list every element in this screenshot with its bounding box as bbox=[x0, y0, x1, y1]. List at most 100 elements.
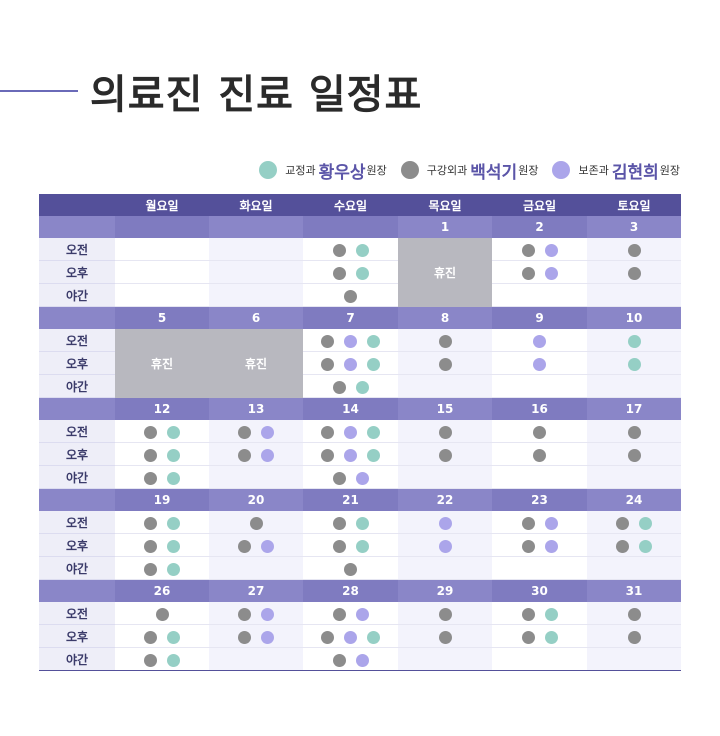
date-cell: 24 bbox=[587, 488, 681, 511]
gray-dot-icon bbox=[521, 539, 535, 553]
schedule-cell bbox=[587, 420, 681, 443]
period-row: 오후 bbox=[39, 533, 681, 557]
purple-dot-icon bbox=[344, 357, 357, 371]
legend-dept: 구강외과 bbox=[426, 164, 468, 177]
purple-dot-icon bbox=[344, 334, 357, 348]
gray-dot-icon bbox=[238, 539, 251, 553]
period-row: 오전 휴진 bbox=[39, 238, 681, 307]
gray-dot-icon bbox=[332, 266, 346, 280]
green-dot-icon bbox=[355, 539, 369, 553]
schedule-cell bbox=[115, 647, 209, 671]
date-cell bbox=[303, 216, 398, 238]
green-dot-icon bbox=[167, 516, 180, 530]
schedule-cell bbox=[115, 602, 209, 625]
gray-dot-icon bbox=[144, 653, 157, 667]
green-dot-icon bbox=[167, 562, 180, 576]
date-row-corner bbox=[39, 579, 115, 602]
gray-dot-icon bbox=[332, 607, 346, 621]
weekday-header: 금요일 bbox=[492, 194, 587, 216]
date-row: 19 20 21 22 23 24 bbox=[39, 488, 681, 511]
period-label: 오후 bbox=[39, 624, 115, 648]
schedule-cell bbox=[398, 511, 492, 534]
schedule-cell bbox=[115, 420, 209, 443]
date-cell: 23 bbox=[492, 488, 587, 511]
date-cell bbox=[115, 216, 209, 238]
header-corner bbox=[39, 194, 115, 216]
date-row-corner bbox=[39, 397, 115, 420]
purple-dot-icon bbox=[544, 243, 558, 257]
legend-item-purple: 보존과 김현희 원장 bbox=[552, 158, 680, 183]
gray-dot-icon bbox=[438, 630, 452, 644]
schedule-cell bbox=[303, 420, 398, 443]
schedule-cell bbox=[209, 533, 303, 557]
period-row: 오후 bbox=[39, 351, 681, 375]
schedule-cell bbox=[303, 556, 398, 580]
schedule-cell bbox=[587, 283, 681, 307]
schedule-cell bbox=[398, 533, 492, 557]
schedule-cell bbox=[209, 442, 303, 466]
gray-dot-icon bbox=[521, 243, 535, 257]
date-row-corner bbox=[39, 488, 115, 511]
purple-dot-icon bbox=[355, 607, 369, 621]
schedule-cell bbox=[587, 442, 681, 466]
legend-item-green: 교정과 황우상 원장 bbox=[259, 158, 387, 183]
green-dot-icon bbox=[167, 448, 180, 462]
date-cell: 8 bbox=[398, 306, 492, 329]
schedule-cell bbox=[398, 442, 492, 466]
schedule-cell bbox=[303, 624, 398, 648]
gray-dot-icon bbox=[332, 539, 346, 553]
period-row: 야간 bbox=[39, 647, 681, 671]
closed-cell: 휴진 bbox=[115, 329, 209, 398]
green-dot-icon bbox=[367, 334, 380, 348]
schedule-cell bbox=[115, 465, 209, 489]
green-dot-icon bbox=[167, 425, 180, 439]
gray-dot-icon bbox=[144, 516, 157, 530]
schedule-cell bbox=[492, 283, 587, 307]
schedule-cell bbox=[587, 556, 681, 580]
gray-dot-icon bbox=[155, 607, 169, 621]
schedule-cell bbox=[209, 283, 303, 307]
period-row: 오전 bbox=[39, 420, 681, 443]
schedule-cell bbox=[398, 420, 492, 443]
green-dot-icon bbox=[627, 357, 641, 371]
legend-role: 원장 bbox=[659, 164, 680, 177]
legend-role: 원장 bbox=[518, 164, 539, 177]
gray-dot-icon bbox=[627, 448, 641, 462]
green-dot-icon bbox=[167, 653, 180, 667]
gray-dot-icon bbox=[321, 630, 334, 644]
weekday-header-row: 월요일 화요일 수요일 목요일 금요일 토요일 bbox=[39, 194, 681, 216]
schedule-cell bbox=[209, 260, 303, 284]
period-row: 오전 bbox=[39, 511, 681, 534]
gray-dot-icon bbox=[616, 516, 629, 530]
gray-dot-icon bbox=[521, 266, 535, 280]
schedule-cell bbox=[492, 420, 587, 443]
schedule-cell bbox=[209, 238, 303, 261]
weekday-header: 목요일 bbox=[398, 194, 492, 216]
gray-dot-icon bbox=[238, 607, 251, 621]
date-cell bbox=[209, 216, 303, 238]
schedule-cell bbox=[303, 465, 398, 489]
schedule-cell bbox=[492, 351, 587, 375]
gray-dot-icon bbox=[238, 630, 251, 644]
schedule-cell bbox=[398, 374, 492, 398]
gray-dot-icon bbox=[144, 630, 157, 644]
green-dot-icon bbox=[544, 607, 558, 621]
purple-dot-icon bbox=[261, 607, 274, 621]
purple-dot-icon bbox=[544, 539, 558, 553]
gray-dot-icon bbox=[438, 607, 452, 621]
period-label: 야간 bbox=[39, 283, 115, 307]
green-dot-icon bbox=[627, 334, 641, 348]
schedule-cell bbox=[209, 624, 303, 648]
date-cell: 5 bbox=[115, 306, 209, 329]
weekday-header: 수요일 bbox=[303, 194, 398, 216]
date-row-corner bbox=[39, 306, 115, 329]
schedule-cell bbox=[492, 260, 587, 284]
period-label: 오후 bbox=[39, 442, 115, 466]
schedule-cell bbox=[587, 260, 681, 284]
gray-dot-icon bbox=[144, 562, 157, 576]
schedule-cell bbox=[303, 442, 398, 466]
schedule-cell bbox=[398, 647, 492, 671]
period-label: 오후 bbox=[39, 533, 115, 557]
legend-item-gray: 구강외과 백석기 원장 bbox=[400, 158, 539, 183]
date-row: 5 6 7 8 9 10 bbox=[39, 306, 681, 329]
